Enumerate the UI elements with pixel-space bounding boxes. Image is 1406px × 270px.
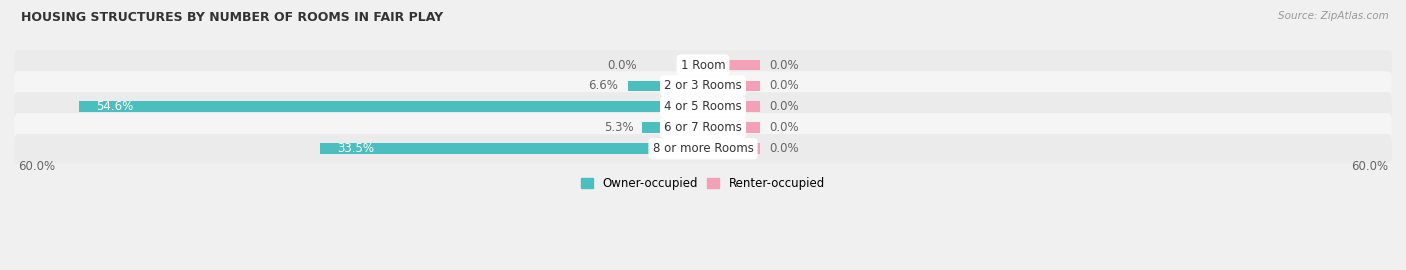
FancyBboxPatch shape: [14, 92, 1392, 122]
Text: 0.0%: 0.0%: [769, 142, 799, 155]
Text: 8 or more Rooms: 8 or more Rooms: [652, 142, 754, 155]
Text: 1 Room: 1 Room: [681, 59, 725, 72]
Bar: [79, 102, 703, 112]
Bar: [643, 122, 703, 133]
Text: HOUSING STRUCTURES BY NUMBER OF ROOMS IN FAIR PLAY: HOUSING STRUCTURES BY NUMBER OF ROOMS IN…: [21, 11, 443, 24]
Text: 6.6%: 6.6%: [589, 79, 619, 92]
Text: 2 or 3 Rooms: 2 or 3 Rooms: [664, 79, 742, 92]
Text: 60.0%: 60.0%: [18, 160, 55, 173]
Text: 0.0%: 0.0%: [769, 121, 799, 134]
FancyBboxPatch shape: [14, 134, 1392, 163]
Text: 60.0%: 60.0%: [1351, 160, 1388, 173]
Text: 6 or 7 Rooms: 6 or 7 Rooms: [664, 121, 742, 134]
FancyBboxPatch shape: [14, 71, 1392, 101]
Text: 0.0%: 0.0%: [769, 79, 799, 92]
Bar: [321, 143, 703, 154]
Bar: [627, 80, 703, 92]
Text: 4 or 5 Rooms: 4 or 5 Rooms: [664, 100, 742, 113]
Text: 0.0%: 0.0%: [607, 59, 637, 72]
Text: 33.5%: 33.5%: [337, 142, 374, 155]
Bar: [703, 143, 761, 154]
FancyBboxPatch shape: [14, 50, 1392, 80]
FancyBboxPatch shape: [14, 113, 1392, 143]
Text: 54.6%: 54.6%: [97, 100, 134, 113]
Text: Source: ZipAtlas.com: Source: ZipAtlas.com: [1278, 11, 1389, 21]
Bar: [703, 60, 761, 70]
Bar: [703, 80, 761, 92]
Bar: [703, 102, 761, 112]
Text: 0.0%: 0.0%: [769, 59, 799, 72]
Legend: Owner-occupied, Renter-occupied: Owner-occupied, Renter-occupied: [576, 173, 830, 195]
Bar: [703, 122, 761, 133]
Text: 0.0%: 0.0%: [769, 100, 799, 113]
Text: 5.3%: 5.3%: [603, 121, 633, 134]
